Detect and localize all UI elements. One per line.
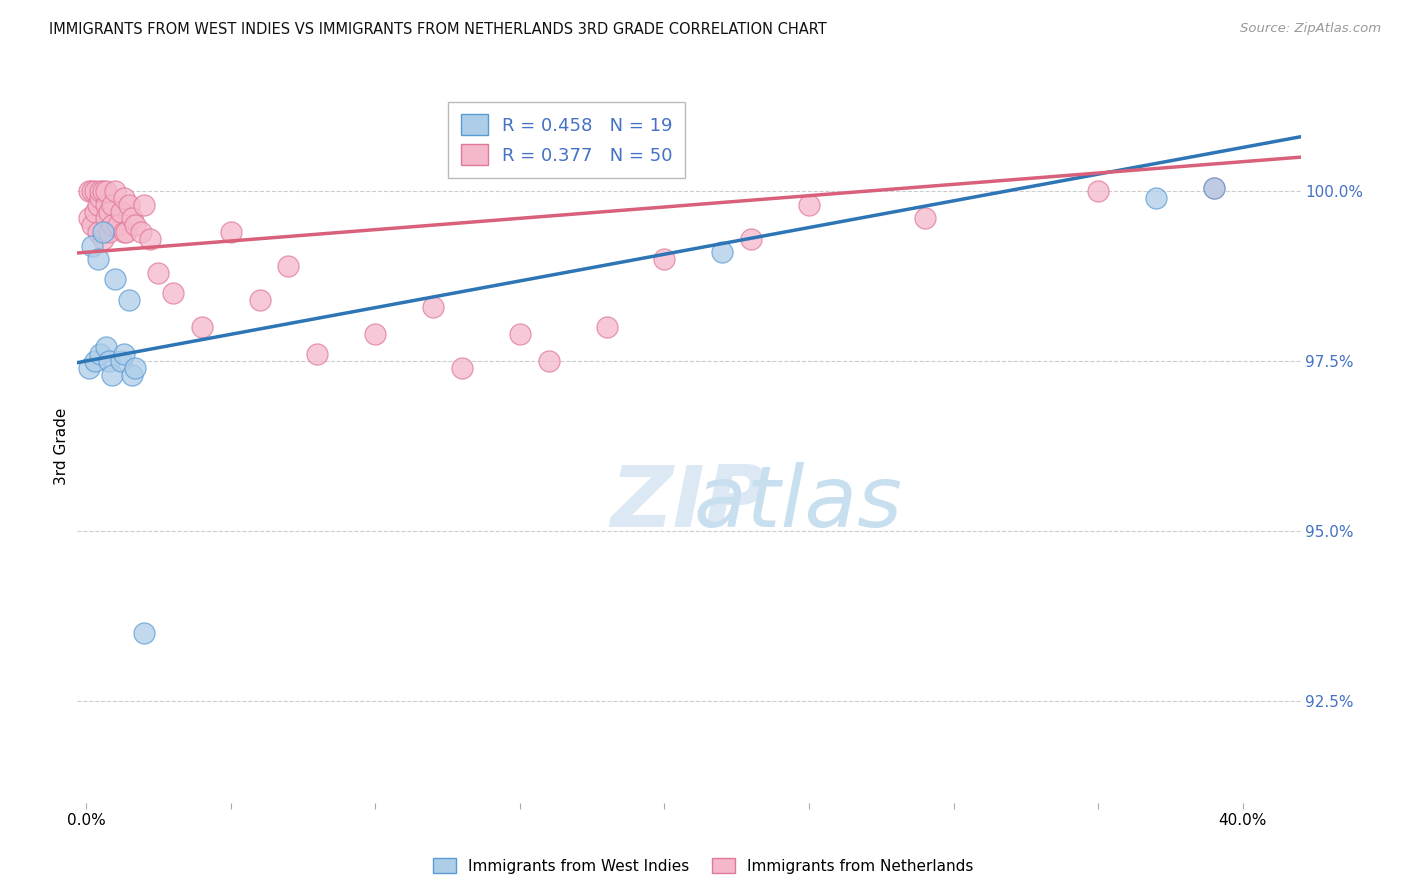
Point <box>89 191 111 205</box>
Point <box>1144 191 1167 205</box>
Y-axis label: 3rd Grade: 3rd Grade <box>53 408 69 484</box>
Point <box>86 225 108 239</box>
Point <box>86 198 108 212</box>
Point <box>89 347 111 361</box>
Point <box>1202 180 1225 194</box>
Point <box>118 198 141 212</box>
Point <box>277 259 299 273</box>
Point <box>77 211 100 226</box>
Point <box>162 286 184 301</box>
Point <box>104 184 127 198</box>
Point <box>80 218 103 232</box>
Point <box>190 320 212 334</box>
Point <box>654 252 676 266</box>
Point <box>112 191 135 205</box>
Point <box>364 326 387 341</box>
Point <box>104 272 127 286</box>
Point <box>93 232 115 246</box>
Point <box>422 300 444 314</box>
Point <box>219 225 242 239</box>
Legend: R = 0.458   N = 19, R = 0.377   N = 50: R = 0.458 N = 19, R = 0.377 N = 50 <box>449 102 685 178</box>
Point <box>451 360 474 375</box>
Point <box>101 368 124 382</box>
Point <box>132 626 155 640</box>
Point <box>740 232 762 246</box>
Point <box>89 184 111 198</box>
Point <box>595 320 617 334</box>
Point <box>121 211 143 226</box>
Text: Source: ZipAtlas.com: Source: ZipAtlas.com <box>1240 22 1381 36</box>
Point <box>86 252 108 266</box>
Point <box>711 245 734 260</box>
Point <box>83 204 105 219</box>
Point <box>797 198 820 212</box>
Point <box>1087 184 1109 198</box>
Point <box>509 326 531 341</box>
Point <box>1202 180 1225 194</box>
Point <box>98 225 121 239</box>
Text: ZIP: ZIP <box>610 461 768 545</box>
Point <box>138 232 160 246</box>
Point <box>98 204 121 219</box>
Point <box>307 347 329 361</box>
Text: IMMIGRANTS FROM WEST INDIES VS IMMIGRANTS FROM NETHERLANDS 3RD GRADE CORRELATION: IMMIGRANTS FROM WEST INDIES VS IMMIGRANT… <box>49 22 827 37</box>
Point <box>112 347 135 361</box>
Point <box>112 225 135 239</box>
Point <box>132 198 155 212</box>
Text: atlas: atlas <box>475 461 903 545</box>
Legend: Immigrants from West Indies, Immigrants from Netherlands: Immigrants from West Indies, Immigrants … <box>426 852 980 880</box>
Point <box>110 354 132 368</box>
Point <box>118 293 141 307</box>
Point <box>83 184 105 198</box>
Point <box>129 225 152 239</box>
Point <box>98 354 121 368</box>
Point <box>77 360 100 375</box>
Point <box>914 211 936 226</box>
Point <box>537 354 560 368</box>
Point <box>101 198 124 212</box>
Point <box>96 198 118 212</box>
Point <box>96 341 118 355</box>
Point <box>96 211 118 226</box>
Point <box>115 225 138 239</box>
Point <box>93 225 115 239</box>
Point <box>80 238 103 252</box>
Point <box>96 184 118 198</box>
Point <box>80 184 103 198</box>
Point <box>107 218 129 232</box>
Point <box>121 368 143 382</box>
Point <box>93 184 115 198</box>
Point <box>83 354 105 368</box>
Point <box>101 218 124 232</box>
Point <box>148 266 170 280</box>
Point <box>110 204 132 219</box>
Point <box>124 360 146 375</box>
Point <box>77 184 100 198</box>
Point <box>249 293 271 307</box>
Point <box>124 218 146 232</box>
